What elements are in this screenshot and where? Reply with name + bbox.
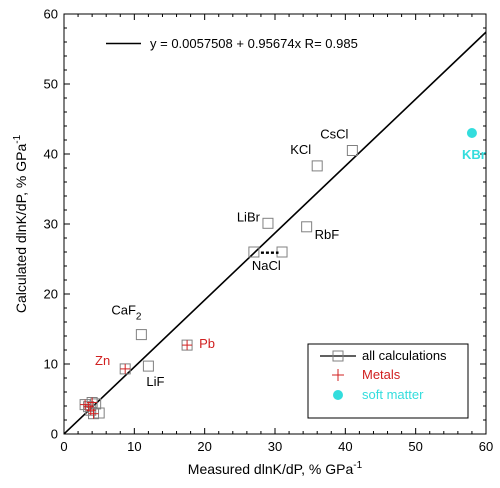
axis-ticks: 0 10 20 30 40 50 60 0 10 20 30 40 50 60 — [44, 7, 494, 455]
data-marks — [79, 128, 477, 420]
x-tick-label: 20 — [197, 439, 211, 454]
calc-point — [135, 329, 147, 341]
point-label: KCl — [290, 142, 311, 157]
legend-soft-label: soft matter — [362, 387, 424, 402]
fit-equation: y = 0.0057508 + 0.95674x R= 0.985 — [150, 36, 358, 51]
calc-point — [262, 217, 274, 229]
legend-calc-label: all calculations — [362, 348, 447, 363]
soft-matter-point — [466, 128, 477, 138]
x-tick-label: 50 — [408, 439, 422, 454]
point-label: Pb — [199, 336, 215, 351]
fit-line-group — [63, 31, 487, 435]
calc-point — [301, 221, 313, 233]
calc-point — [248, 246, 260, 258]
y-tick-label: 60 — [44, 7, 58, 22]
calc-point — [346, 145, 358, 156]
y-tick-label: 20 — [44, 287, 58, 302]
y-tick-label: 40 — [44, 147, 58, 162]
x-tick-label: 60 — [479, 439, 493, 454]
legend-soft-marker — [333, 390, 343, 400]
legend-calc-marker — [332, 350, 344, 362]
point-label: LiBr — [237, 209, 261, 224]
x-tick-label: 10 — [127, 439, 141, 454]
x-tick-label: 40 — [338, 439, 352, 454]
calc-point — [276, 246, 288, 258]
y-axis-title: Calculated dlnK/dP, % GPa-1 — [12, 134, 29, 313]
legend: all calculations Metals soft matter — [307, 343, 469, 419]
calc-point — [311, 160, 323, 172]
point-label: RbF — [315, 227, 340, 242]
point-labels: CsCl KCl LiBr RbF NaCl CaF2 LiF Pb Zn KBr — [95, 127, 486, 390]
y-tick-label: 10 — [44, 357, 58, 372]
x-tick-label: 0 — [60, 439, 67, 454]
calc-point — [93, 407, 105, 419]
point-label: Zn — [95, 353, 110, 368]
calc-point — [142, 360, 154, 372]
y-tick-label: 0 — [51, 427, 58, 442]
point-label: CaF2 — [111, 303, 142, 323]
y-tick-label: 30 — [44, 217, 58, 232]
point-label: NaCl — [252, 258, 281, 273]
x-tick-label: 30 — [268, 439, 282, 454]
y-tick-label: 50 — [44, 77, 58, 92]
point-label: CsCl — [320, 127, 348, 142]
fit-line — [63, 31, 487, 435]
point-label: KBr — [462, 147, 486, 162]
legend-metal-label: Metals — [362, 367, 401, 382]
x-axis-title: Measured dlnK/dP, % GPa-1 — [188, 460, 363, 477]
point-label: LiF — [146, 374, 164, 389]
